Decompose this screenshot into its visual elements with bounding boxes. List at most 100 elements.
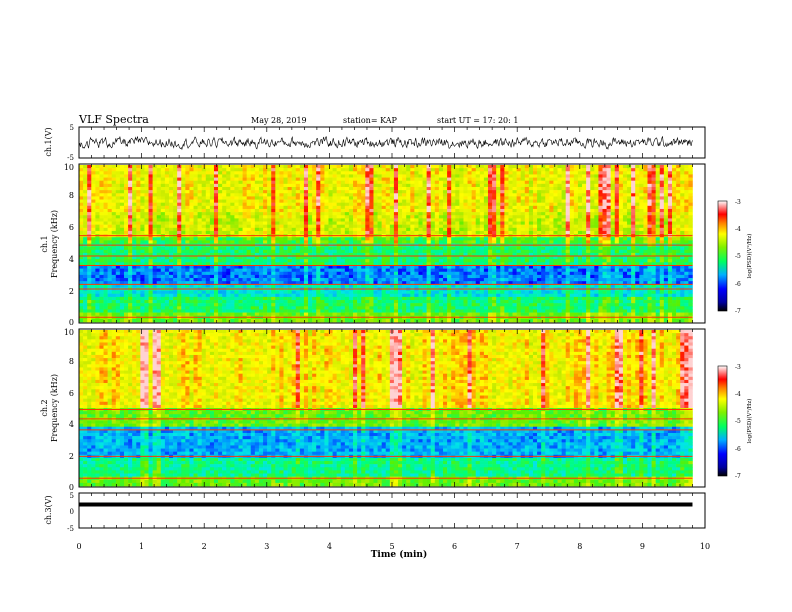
spectrogram-cell [631,190,636,194]
spectrogram-cell [361,240,366,244]
spectrogram-cell [643,259,648,263]
spectrogram-cell [340,165,346,169]
spectrogram-cell [357,177,362,181]
spectrogram-cell [193,230,198,235]
spectrogram-cell [344,262,350,266]
spectrogram-cell [393,171,399,175]
spectrogram-cell [209,230,215,235]
spectrogram-cell [377,208,382,213]
spectrogram-cell [168,208,174,213]
spectrogram-cell [234,265,239,269]
spectrogram-cell [250,224,256,229]
spectrogram-cell [275,208,280,213]
spectrogram-cell [406,212,411,216]
spectrogram-cell [115,212,121,216]
spectrogram-cell [332,215,337,219]
spectrogram-cell [528,171,534,175]
spectrogram-cell [316,168,321,172]
spectrogram-cell [553,249,558,254]
spectrogram-cell [103,230,108,235]
spectrogram-cell [287,256,292,260]
spectrogram-cell [381,177,387,181]
spectrogram-cell [463,168,468,172]
spectrogram-cell [586,246,591,251]
spectrogram-cell [320,168,325,172]
spectrogram-cell [234,252,239,257]
spectrogram-cell [385,171,391,175]
spectrogram-cell [676,168,681,172]
spectrogram-cell [398,224,403,229]
spectrogram-cell [663,237,669,241]
spectrogram-cell [205,215,211,219]
spectrogram-cell [483,168,489,172]
spectrogram-cell [438,230,444,235]
spectrogram-cell [258,256,264,260]
spectrogram-cell [316,237,321,241]
spectrogram-cell [594,177,599,181]
spectrogram-cell [344,218,350,222]
spectrogram-cell [218,171,223,175]
spectrogram-cell [643,256,648,260]
spectrogram-cell [381,199,387,203]
spectrogram-cell [663,177,669,181]
spectrogram-cell [87,168,92,172]
spectrogram-cell [516,240,522,244]
spectrogram-cell [512,202,517,207]
spectrogram-cell [193,256,198,260]
spectrogram-cell [107,180,113,185]
spectrogram-cell [193,246,198,251]
spectrogram-cell [508,246,513,251]
spectrogram-cell [91,237,96,241]
spectrogram-cell [222,174,227,178]
spectrogram-cell [451,237,456,241]
spectrogram-cell [381,212,387,216]
spectrogram-cell [279,259,284,263]
spectrogram-cell [287,265,292,269]
spectrogram-cell [353,196,358,200]
spectrogram-cell [209,227,215,232]
spectrogram-cell [267,202,272,207]
spectrogram-cell [234,237,239,241]
spectrogram-cell [602,240,607,244]
spectrogram-cell [614,190,620,194]
spectrogram-cell [267,183,272,188]
spectrogram-cell [308,180,313,185]
spectrogram-cell [152,212,158,216]
spectrogram-cell [79,208,84,213]
spectrogram-cell [438,208,444,213]
spectrogram-cell [381,221,387,225]
spectrogram-cell [205,177,211,181]
spectrogram-cell [320,174,325,178]
spectrogram-cell [258,221,264,225]
spectrogram-cell [295,224,301,229]
spectrogram-cell [479,196,485,200]
spectrogram-cell [213,196,219,200]
spectrogram-cell [234,246,239,251]
spectrogram-cell [406,193,411,197]
spectrogram-cell [83,177,88,181]
spectrogram-cell [308,262,313,266]
spectrogram-cell [557,224,562,229]
spectrogram-cell [569,218,575,222]
spectrogram-cell [328,218,333,222]
spectrogram-cell [438,252,444,257]
spectrogram-cell [353,168,358,172]
spectrogram-cell [688,177,693,181]
spectrogram-cell [663,199,669,203]
spectrogram-cell [594,205,599,210]
spectrogram-cell [348,174,354,178]
spectrogram-cell [385,227,391,232]
spectrogram-cell [622,190,628,194]
spectrogram-cell [267,259,272,263]
spectrogram-cell [373,224,378,229]
spectrogram-cell [627,224,632,229]
spectrogram-cell [467,215,472,219]
spectrogram-cell [181,221,186,225]
spectrogram-cell [197,265,202,269]
spectrogram-cell [361,237,366,241]
spectrogram-cell [402,227,407,232]
spectrogram-cell [357,256,362,260]
spectrogram-cell [471,168,477,172]
spectrogram-cell [557,186,562,191]
spectrogram-cell [267,199,272,203]
